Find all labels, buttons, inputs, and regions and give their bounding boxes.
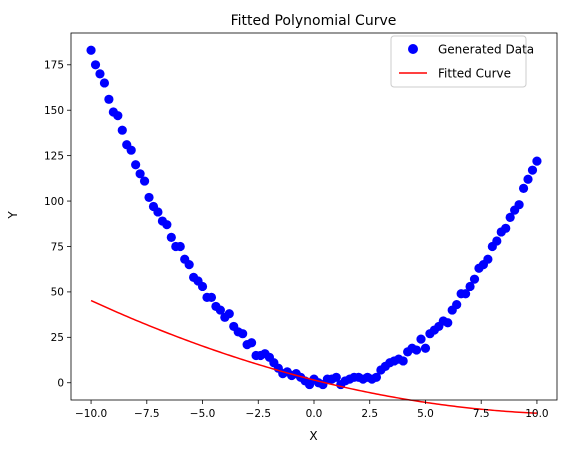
data-point: [197, 281, 208, 292]
x-tick-label: −10.0: [75, 408, 107, 420]
data-point: [126, 145, 136, 155]
data-point: [532, 156, 542, 166]
data-point: [95, 69, 105, 79]
legend-label-generated-data: Generated Data: [438, 43, 534, 57]
y-tick-label: 175: [44, 60, 64, 72]
data-point: [443, 318, 453, 328]
legend-label-fitted-curve: Fitted Curve: [438, 67, 511, 81]
x-tick-label: 0.0: [306, 408, 323, 420]
data-point: [505, 212, 515, 223]
data-point: [411, 345, 422, 355]
data-point: [398, 356, 408, 366]
data-point: [238, 329, 248, 339]
data-point: [99, 78, 110, 88]
data-point: [131, 160, 141, 170]
x-tick-label: 10.0: [525, 408, 548, 420]
data-point: [175, 241, 185, 252]
legend-box: [390, 35, 527, 88]
data-point: [452, 300, 462, 310]
y-tick-label: 100: [44, 196, 64, 208]
data-point: [104, 94, 114, 104]
legend-marker-generated-data: [408, 44, 418, 54]
data-point: [117, 125, 127, 135]
data-point: [206, 292, 217, 302]
data-point: [144, 192, 154, 203]
y-tick-label: 75: [51, 241, 64, 253]
chart-title: Fitted Polynomial Curve: [231, 13, 397, 29]
data-point: [215, 305, 225, 315]
y-tick-label: 150: [44, 105, 64, 117]
data-point: [514, 200, 524, 210]
data-point: [371, 372, 382, 382]
y-axis-label: Y: [6, 211, 20, 220]
data-point: [86, 45, 96, 55]
data-point: [527, 165, 538, 175]
x-tick-label: 2.5: [361, 408, 378, 420]
data-point: [469, 274, 480, 284]
data-point: [523, 174, 533, 184]
fitted-curve-line: [90, 299, 537, 414]
legend: Generated Data Fitted Curve: [390, 35, 534, 88]
x-tick-label: −7.5: [134, 408, 160, 420]
data-point: [465, 281, 475, 292]
data-point: [492, 236, 502, 246]
y-axis-ticks: 0 25 50 75 100 125 150 175: [44, 60, 71, 390]
data-point: [518, 183, 529, 193]
data-point: [90, 60, 101, 70]
data-point: [420, 343, 431, 353]
data-point: [224, 309, 234, 319]
data-point: [162, 220, 172, 230]
x-tick-label: 7.5: [473, 408, 490, 420]
data-point: [153, 207, 163, 217]
data-point: [113, 111, 123, 121]
x-axis-ticks: −10.0 −7.5 −5.0 −2.5 0.0 2.5 5.0 7.5 10.0: [75, 400, 549, 420]
y-tick-label: 0: [57, 378, 64, 390]
data-point: [166, 232, 176, 242]
data-point: [416, 334, 426, 344]
data-point: [246, 338, 257, 348]
data-point: [135, 169, 145, 179]
x-axis-label: X: [309, 429, 317, 443]
data-point: [331, 372, 341, 382]
data-point: [184, 260, 194, 270]
data-point: [139, 176, 150, 186]
y-tick-label: 25: [51, 332, 64, 344]
y-tick-label: 125: [44, 150, 64, 162]
data-point: [501, 223, 511, 233]
data-point: [483, 254, 493, 264]
x-tick-label: −2.5: [246, 408, 272, 420]
plot-area: [86, 45, 542, 414]
x-tick-label: 5.0: [417, 408, 434, 420]
y-tick-label: 50: [51, 287, 64, 299]
x-tick-label: −5.0: [190, 408, 216, 420]
data-point: [461, 289, 471, 299]
